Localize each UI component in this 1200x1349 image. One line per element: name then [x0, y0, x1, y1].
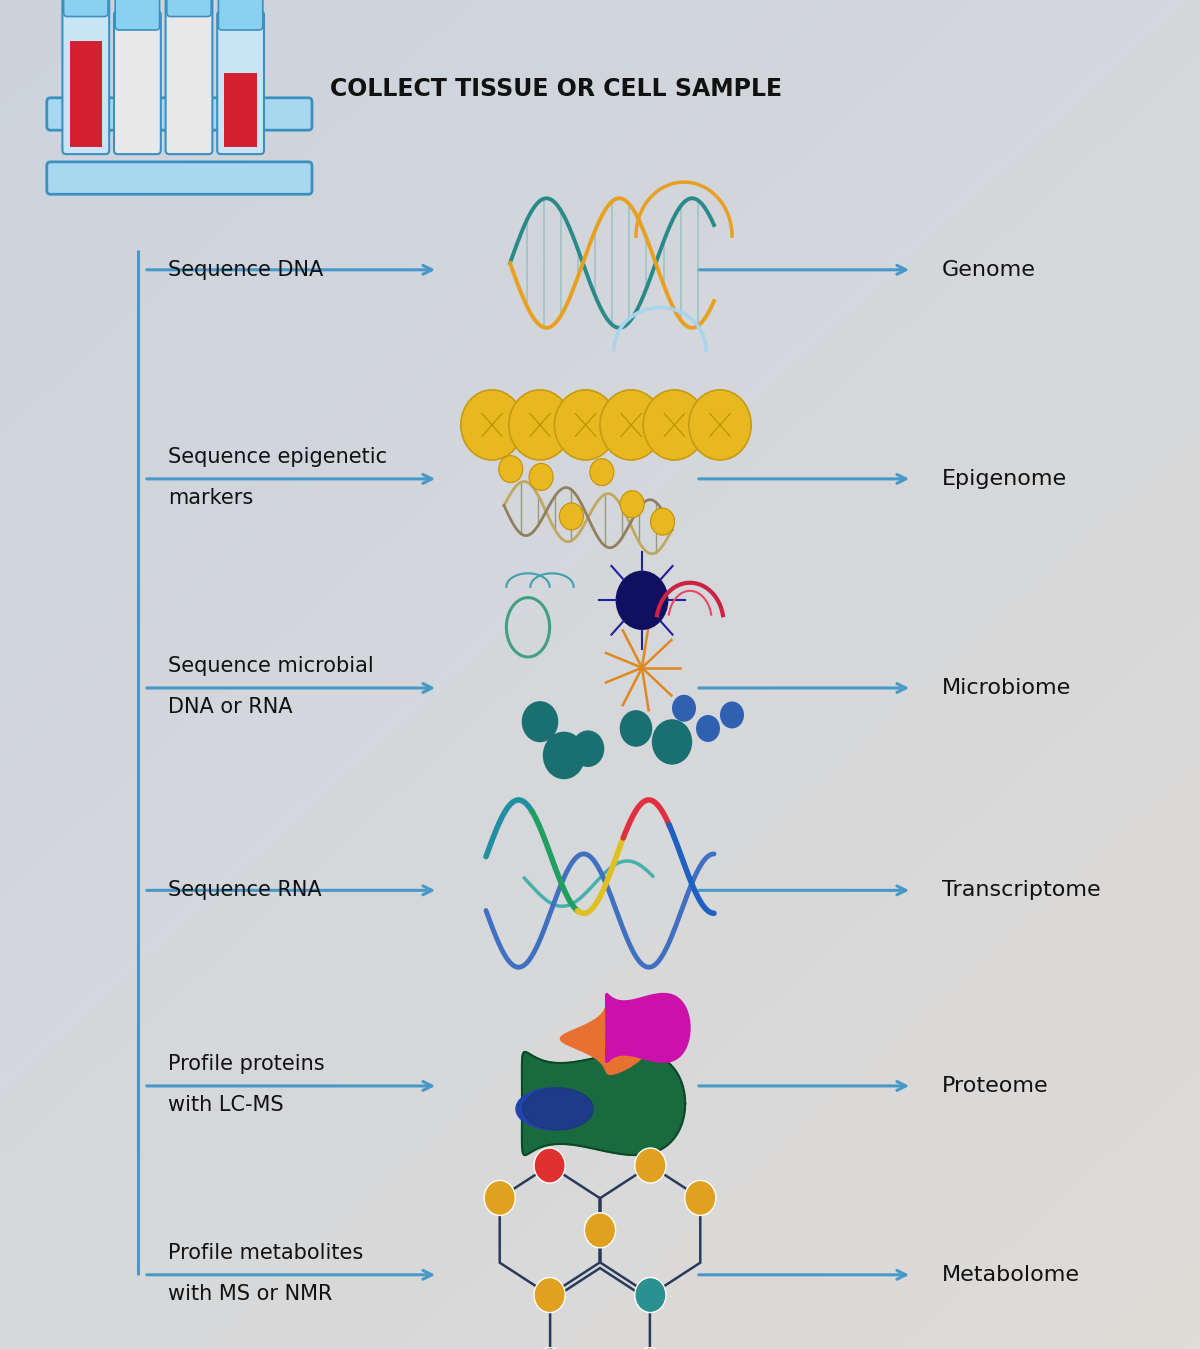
- Polygon shape: [516, 1087, 593, 1130]
- Circle shape: [499, 456, 523, 483]
- Circle shape: [652, 719, 692, 765]
- Circle shape: [509, 390, 571, 460]
- FancyBboxPatch shape: [217, 11, 264, 154]
- Bar: [224, 73, 257, 147]
- Text: Microbiome: Microbiome: [942, 679, 1072, 697]
- Circle shape: [650, 509, 674, 536]
- Text: Proteome: Proteome: [942, 1077, 1049, 1095]
- Text: Transcriptome: Transcriptome: [942, 881, 1100, 900]
- FancyBboxPatch shape: [47, 162, 312, 194]
- FancyBboxPatch shape: [64, 0, 108, 16]
- Circle shape: [461, 390, 523, 460]
- Bar: [70, 40, 102, 147]
- Circle shape: [534, 1148, 565, 1183]
- Polygon shape: [606, 993, 690, 1063]
- Text: Sequence DNA: Sequence DNA: [168, 260, 323, 279]
- FancyBboxPatch shape: [115, 0, 160, 30]
- FancyBboxPatch shape: [167, 0, 211, 16]
- Circle shape: [559, 503, 583, 530]
- Text: markers: markers: [168, 488, 253, 507]
- FancyBboxPatch shape: [62, 0, 109, 154]
- Polygon shape: [522, 1052, 685, 1155]
- FancyBboxPatch shape: [218, 0, 263, 30]
- Text: Metabolome: Metabolome: [942, 1265, 1080, 1284]
- Circle shape: [689, 390, 751, 460]
- Text: Sequence microbial: Sequence microbial: [168, 657, 373, 676]
- FancyBboxPatch shape: [47, 98, 312, 131]
- Circle shape: [542, 731, 586, 780]
- Circle shape: [619, 710, 653, 747]
- Text: Epigenome: Epigenome: [942, 469, 1067, 488]
- Circle shape: [534, 1348, 565, 1349]
- Text: Genome: Genome: [942, 260, 1036, 279]
- Circle shape: [571, 730, 605, 768]
- Circle shape: [643, 390, 706, 460]
- Circle shape: [554, 390, 617, 460]
- Circle shape: [600, 390, 662, 460]
- Circle shape: [696, 715, 720, 742]
- Circle shape: [620, 491, 644, 518]
- Text: Sequence epigenetic: Sequence epigenetic: [168, 448, 388, 467]
- Text: COLLECT TISSUE OR CELL SAMPLE: COLLECT TISSUE OR CELL SAMPLE: [330, 77, 782, 101]
- Circle shape: [720, 701, 744, 728]
- Polygon shape: [560, 1004, 652, 1074]
- Circle shape: [484, 1180, 515, 1215]
- Text: DNA or RNA: DNA or RNA: [168, 697, 293, 716]
- Circle shape: [635, 1348, 666, 1349]
- FancyBboxPatch shape: [166, 0, 212, 154]
- Circle shape: [685, 1180, 716, 1215]
- Circle shape: [635, 1278, 666, 1313]
- Circle shape: [672, 695, 696, 722]
- Circle shape: [534, 1278, 565, 1313]
- Circle shape: [522, 701, 558, 742]
- Text: Profile proteins: Profile proteins: [168, 1055, 325, 1074]
- Circle shape: [590, 459, 614, 486]
- Text: Profile metabolites: Profile metabolites: [168, 1244, 364, 1263]
- Circle shape: [616, 571, 668, 630]
- FancyBboxPatch shape: [114, 11, 161, 154]
- Text: Sequence RNA: Sequence RNA: [168, 881, 322, 900]
- Polygon shape: [523, 1087, 593, 1130]
- Text: with LC-MS: with LC-MS: [168, 1095, 283, 1114]
- Text: with MS or NMR: with MS or NMR: [168, 1284, 332, 1303]
- Circle shape: [635, 1148, 666, 1183]
- Circle shape: [584, 1213, 616, 1248]
- Circle shape: [529, 464, 553, 491]
